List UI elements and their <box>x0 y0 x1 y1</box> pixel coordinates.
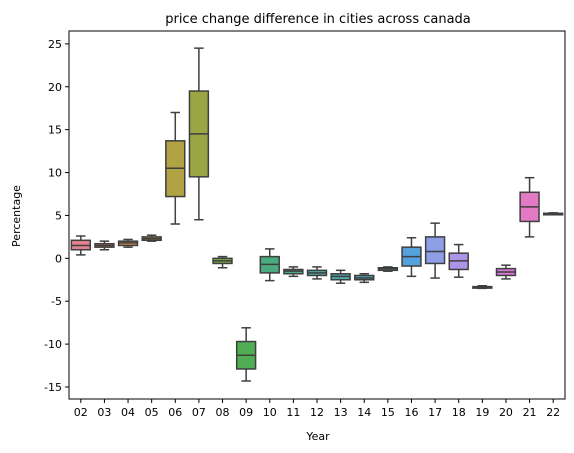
box-16 <box>401 236 422 278</box>
y-tick-label-25: 25 <box>48 38 62 51</box>
box-05 <box>141 234 162 242</box>
box-14 <box>354 273 375 284</box>
x-tick-label-12: 12 <box>310 406 324 419</box>
x-tick-label-16: 16 <box>404 406 418 419</box>
x-tick-label-02: 02 <box>74 406 88 419</box>
box-20 <box>495 264 517 280</box>
y-tick-label-15: 15 <box>48 124 62 137</box>
x-tick-label-08: 08 <box>216 406 230 419</box>
y-tick-label--15: -15 <box>44 381 62 394</box>
x-tick-label-10: 10 <box>263 406 277 419</box>
box-02 <box>70 235 92 256</box>
x-tick-label-06: 06 <box>168 406 182 419</box>
box-body-17 <box>424 236 446 265</box>
x-tick-label-14: 14 <box>357 406 371 419</box>
axes-frame <box>68 30 566 400</box>
box-22 <box>542 212 564 216</box>
box-03 <box>94 240 115 251</box>
x-axis-label: Year <box>305 430 330 443</box>
x-tick-label-18: 18 <box>452 406 466 419</box>
x-tick-label-13: 13 <box>334 406 348 419</box>
box-12 <box>306 266 328 280</box>
box-18 <box>448 243 469 278</box>
box-06 <box>165 111 186 225</box>
y-tick-label--5: -5 <box>51 295 62 308</box>
box-04 <box>117 238 139 248</box>
y-tick-label-10: 10 <box>48 167 62 180</box>
x-tick-label-17: 17 <box>428 406 442 419</box>
x-tick-label-03: 03 <box>97 406 111 419</box>
y-tick-label-5: 5 <box>55 209 62 222</box>
box-21 <box>519 176 540 238</box>
y-tick-label-20: 20 <box>48 81 62 94</box>
x-tick-label-05: 05 <box>145 406 159 419</box>
box-17 <box>424 222 446 279</box>
box-13 <box>330 269 351 284</box>
box-11 <box>283 266 304 278</box>
y-tick-label-0: 0 <box>55 252 62 265</box>
x-tick-label-19: 19 <box>475 406 489 419</box>
box-15 <box>377 266 399 272</box>
x-tick-label-15: 15 <box>381 406 395 419</box>
x-tick-label-04: 04 <box>121 406 135 419</box>
x-tick-label-07: 07 <box>192 406 206 419</box>
x-tick-label-21: 21 <box>523 406 537 419</box>
box-07 <box>188 47 210 221</box>
box-08 <box>212 255 233 269</box>
x-tick-label-22: 22 <box>546 406 560 419</box>
y-tick-label--10: -10 <box>44 338 62 351</box>
box-10 <box>259 248 280 282</box>
y-axis-label: Percentage <box>10 185 23 247</box>
chart-title: price change difference in cities across… <box>165 12 471 27</box>
box-09 <box>235 327 257 382</box>
x-tick-label-09: 09 <box>239 406 253 419</box>
x-tick-label-20: 20 <box>499 406 513 419</box>
x-tick-label-11: 11 <box>286 406 300 419</box>
box-19 <box>472 285 493 290</box>
